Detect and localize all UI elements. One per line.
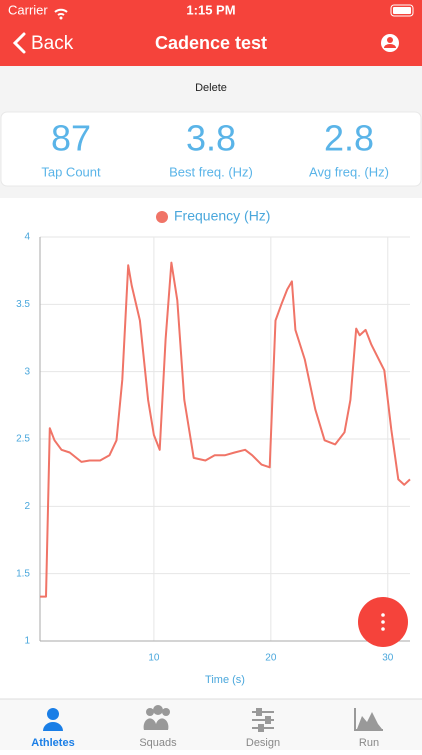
- battery-level: [393, 7, 411, 14]
- icon-part: [146, 708, 154, 716]
- wifi-icon: [54, 8, 68, 16]
- squads-icon: [143, 705, 170, 730]
- icon-part: [265, 716, 271, 724]
- stat-value: 3.8: [186, 118, 236, 159]
- icon-part: [354, 708, 383, 731]
- y-tick-label: 3.5: [16, 299, 30, 310]
- athletes-icon: [43, 708, 63, 731]
- icon-part: [153, 705, 163, 715]
- y-tick-label: 1.5: [16, 568, 30, 579]
- tab-label[interactable]: Athletes: [31, 737, 74, 749]
- stat-value: 2.8: [324, 118, 374, 159]
- nav-bar: [0, 0, 422, 66]
- x-tick-label: 30: [382, 653, 394, 664]
- profile-body: [384, 44, 396, 48]
- stat-label: Best freq. (Hz): [169, 164, 253, 179]
- delete-button[interactable]: Delete: [195, 82, 227, 94]
- legend-label: Frequency (Hz): [174, 208, 270, 224]
- x-tick-label: 10: [148, 653, 160, 664]
- stat-value: 87: [51, 118, 91, 159]
- tab-label[interactable]: Design: [246, 737, 280, 749]
- design-icon: [252, 708, 274, 732]
- y-tick-label: 2: [24, 501, 30, 512]
- icon-part: [143, 718, 169, 730]
- battery: [390, 4, 414, 17]
- tab-bar: [0, 699, 422, 750]
- y-tick-label: 4: [24, 232, 30, 243]
- stats-card: [0, 111, 422, 187]
- x-tick-label: 20: [265, 653, 277, 664]
- run-icon: [354, 708, 383, 731]
- chart-bg: [0, 198, 422, 700]
- tab-label[interactable]: Squads: [139, 737, 177, 749]
- y-tick-label: 3: [24, 366, 30, 377]
- profile-head: [387, 37, 393, 43]
- fab-dot: [381, 627, 385, 631]
- y-tick-label: 2.5: [16, 434, 30, 445]
- back-label[interactable]: Back: [31, 33, 74, 54]
- back-chevron: [12, 32, 26, 54]
- stat-label: Tap Count: [41, 164, 101, 179]
- icon-part: [43, 722, 63, 731]
- legend-marker: [156, 211, 168, 223]
- fab-dot: [381, 613, 385, 617]
- icon-part: [47, 708, 59, 720]
- back-button[interactable]: Back: [12, 32, 74, 54]
- y-tick-label: 1: [24, 636, 30, 647]
- tab-label[interactable]: Run: [359, 737, 379, 749]
- clock: 1:15 PM: [186, 2, 235, 17]
- icon-part: [256, 708, 262, 716]
- fab-dot: [381, 620, 385, 624]
- icon-part: [162, 708, 170, 716]
- icon-part: [357, 712, 382, 729]
- stat-label: Avg freq. (Hz): [309, 164, 389, 179]
- x-axis-label: Time (s): [205, 674, 245, 686]
- screen-title: Cadence test: [155, 33, 267, 53]
- fab[interactable]: [358, 597, 408, 647]
- profile-button[interactable]: [381, 34, 399, 52]
- data-line: [40, 261, 411, 598]
- wifi-dot: [59, 16, 63, 20]
- icon-part: [258, 724, 264, 732]
- carrier: Carrier: [8, 2, 48, 17]
